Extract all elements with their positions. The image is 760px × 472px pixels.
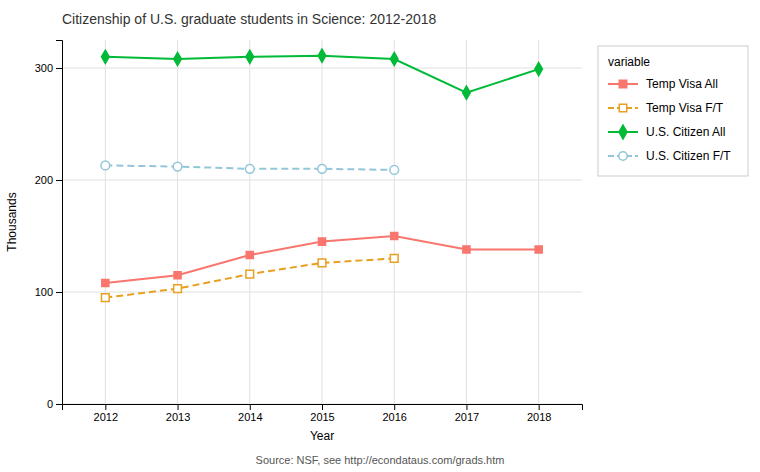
plot-area: 2012 2013 2014 2015 2016 2017 2018 0 100 200 300 [35,40,583,423]
caption: Source: NSF, see http://econdataus.com/g… [256,454,505,466]
y-axis-line [56,41,63,405]
y-tick-mark [56,68,62,69]
series-marker [246,270,254,278]
grid-line-x [105,40,106,404]
series-marker [245,164,254,173]
x-tick-label: 2016 [382,411,406,423]
grid-line-x [177,40,178,404]
series-marker [102,50,110,63]
legend-label: Temp Visa F/T [646,101,724,115]
y-tick-label: 300 [35,62,53,74]
x-tick: 2017 [455,404,479,423]
legend-item: U.S. Citizen F/T [608,149,731,163]
y-tick: 100 [35,286,62,298]
series-marker [173,162,182,171]
grid-line-x [538,40,539,404]
x-tick-label: 2014 [238,411,262,423]
legend-marker [619,80,626,87]
x-tick-mark [539,404,540,410]
y-tick-label: 100 [35,286,53,298]
grid-line-x [249,40,250,404]
series-marker [390,166,399,175]
grid-line-x [394,40,395,404]
legend-box [598,46,748,176]
legend-marker [619,152,627,160]
legend-marker [619,125,627,139]
series-marker [318,259,326,267]
series-marker [535,63,543,76]
x-tick: 2014 [238,404,262,423]
legend-item: Temp Visa All [608,77,718,91]
legend-marker [619,104,626,111]
series-marker [318,238,325,245]
legend-title: variable [608,55,650,69]
grid [62,40,582,404]
x-tick: 2016 [382,404,406,423]
x-tick-mark [250,404,251,410]
x-tick-label: 2013 [166,411,190,423]
y-tick: 200 [35,174,62,186]
legend-label: U.S. Citizen All [646,125,725,139]
y-tick: 300 [35,62,62,74]
legend-label: Temp Visa All [646,77,718,91]
series-marker [390,52,398,65]
series-line [105,258,394,297]
x-tick-mark [394,404,395,410]
series-marker [101,161,110,170]
y-tick-mark [56,404,62,405]
x-tick-label: 2015 [310,411,334,423]
x-tick-mark [178,404,179,410]
marks [101,49,543,301]
series-marker [463,246,470,253]
x-tick: 2013 [166,404,190,423]
x-tick: 2015 [310,404,334,423]
legend: variable Temp Visa All Temp Visa F/T U.S. C… [598,46,748,176]
x-tick-label: 2012 [94,411,118,423]
x-tick-label: 2017 [455,411,479,423]
legend-item: U.S. Citizen All [608,125,725,139]
series-marker [391,232,398,239]
grid-line-x [322,40,323,404]
x-tick: 2018 [527,404,551,423]
x-tick-label: 2018 [527,411,551,423]
series-marker [102,280,109,287]
y-tick-label: 0 [47,398,53,410]
series-marker [318,164,327,173]
chart-title: Citizenship of U.S. graduate students in… [62,11,437,27]
series-marker [463,86,471,99]
series-marker [246,50,254,63]
y-tick-label: 200 [35,174,53,186]
legend-item: Temp Visa F/T [608,101,724,115]
legend-label: U.S. Citizen F/T [646,149,731,163]
series-line [105,236,538,283]
x-tick-mark [322,404,323,410]
chart-svg: 2012 2013 2014 2015 2016 2017 2018 0 100 200 300 Ci… [0,0,760,472]
series-marker [101,294,109,302]
series-marker [246,252,253,259]
y-tick-mark [56,180,62,181]
series-marker [174,285,182,293]
series-marker [535,246,542,253]
y-axis: 0 100 200 300 [35,41,63,411]
y-axis-title: Thousands [5,192,19,251]
y-tick: 0 [47,398,62,410]
series-marker [318,49,326,62]
x-tick-mark [105,404,106,410]
series-marker [390,255,398,263]
x-tick-mark [466,404,467,410]
x-axis-line [63,405,583,411]
x-tick: 2012 [94,404,118,423]
y-tick-mark [56,292,62,293]
series-marker [174,272,181,279]
x-axis: 2012 2013 2014 2015 2016 2017 2018 [63,404,583,423]
series-marker [174,52,182,65]
x-axis-title: Year [310,429,334,443]
